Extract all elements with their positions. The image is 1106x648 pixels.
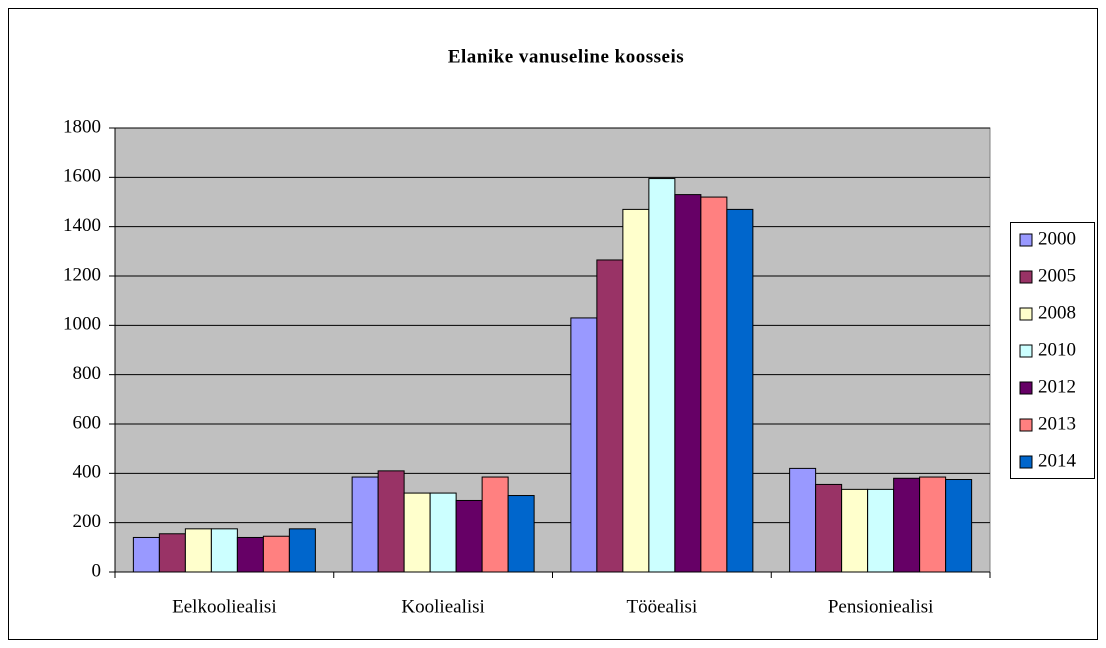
x-tick-label: Tööealisi xyxy=(627,596,698,617)
bar xyxy=(262,535,290,573)
x-tick-label: Kooliealisi xyxy=(401,596,484,617)
bar xyxy=(867,488,895,573)
bar xyxy=(377,470,405,573)
legend-swatch xyxy=(1019,455,1033,469)
legend-label: 2005 xyxy=(1038,265,1076,286)
y-tick-label: 400 xyxy=(73,462,102,483)
y-tick-label: 1600 xyxy=(63,166,101,187)
bar xyxy=(815,483,843,573)
y-tick-label: 1000 xyxy=(63,314,101,335)
bar xyxy=(236,536,264,573)
bar xyxy=(210,528,238,573)
y-tick-label: 200 xyxy=(73,511,102,532)
bar xyxy=(622,208,650,573)
bar xyxy=(481,476,509,573)
bar xyxy=(288,528,316,573)
bar xyxy=(570,317,598,573)
bar xyxy=(789,467,817,573)
legend-label: 2014 xyxy=(1038,450,1077,471)
legend-label: 2012 xyxy=(1038,376,1076,397)
bar xyxy=(158,533,186,573)
legend-label: 2013 xyxy=(1038,413,1076,434)
bar xyxy=(841,488,869,573)
bar xyxy=(132,536,160,573)
bar xyxy=(648,178,676,573)
bar xyxy=(429,492,457,573)
bar xyxy=(674,194,702,573)
bar xyxy=(507,495,535,573)
legend-swatch xyxy=(1019,418,1033,432)
y-tick-label: 800 xyxy=(73,363,102,384)
x-tick-label: Eelkooliealisi xyxy=(172,596,276,617)
y-tick-label: 1200 xyxy=(63,264,101,285)
bar xyxy=(726,208,754,573)
legend-swatch xyxy=(1019,270,1033,284)
legend-label: 2000 xyxy=(1038,228,1076,249)
bar xyxy=(455,499,483,573)
y-tick-label: 0 xyxy=(92,560,102,581)
y-tick-label: 600 xyxy=(73,412,102,433)
x-tick-label: Pensioniealisi xyxy=(828,596,934,617)
legend-swatch xyxy=(1019,233,1033,247)
bar xyxy=(700,196,728,573)
y-tick-label: 1800 xyxy=(63,116,101,137)
bar xyxy=(945,479,973,573)
bar xyxy=(403,492,431,573)
bar xyxy=(184,528,212,573)
legend-swatch xyxy=(1019,307,1033,321)
legend-swatch xyxy=(1019,344,1033,358)
legend-swatch xyxy=(1019,381,1033,395)
chart-title: Elanike vanuseline koosseis xyxy=(448,46,684,67)
bar xyxy=(596,259,624,573)
bar xyxy=(893,477,921,573)
legend-label: 2008 xyxy=(1038,302,1076,323)
legend-label: 2010 xyxy=(1038,339,1076,360)
bar xyxy=(919,476,947,573)
bar xyxy=(351,476,379,573)
y-tick-label: 1400 xyxy=(63,215,101,236)
